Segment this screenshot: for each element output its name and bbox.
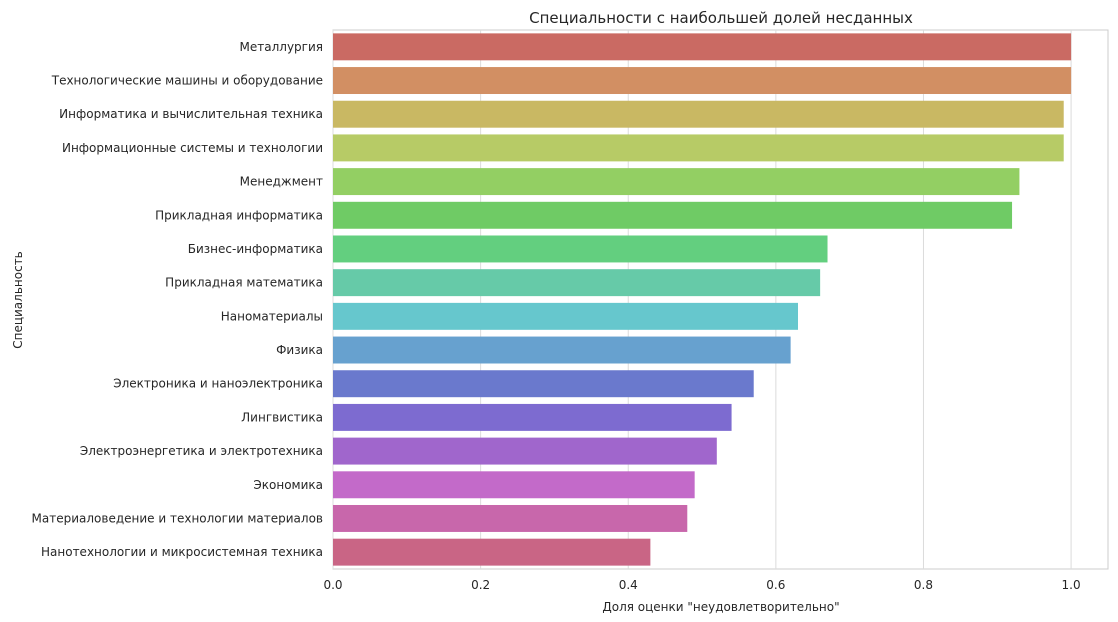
y-category-label: Информатика и вычислительная техника bbox=[59, 107, 323, 121]
x-tick-label: 1.0 bbox=[1062, 578, 1081, 592]
y-category-label: Металлургия bbox=[240, 40, 323, 54]
x-tick-label: 0.6 bbox=[766, 578, 785, 592]
x-tick-label: 0.2 bbox=[471, 578, 490, 592]
bar bbox=[333, 269, 821, 297]
x-tick-labels: 0.0 0.2 0.4 0.6 0.8 1.0 bbox=[323, 578, 1080, 592]
bar bbox=[333, 201, 1013, 229]
y-axis-label: Специальность bbox=[11, 251, 25, 349]
y-category-label: Наноматериалы bbox=[221, 309, 323, 323]
bars bbox=[333, 33, 1072, 566]
bar bbox=[333, 67, 1072, 95]
bar bbox=[333, 370, 754, 398]
bar bbox=[333, 33, 1072, 61]
bar bbox=[333, 336, 791, 364]
y-category-label: Бизнес-информатика bbox=[188, 242, 323, 256]
chart-title: Специальности с наибольшей долей несданн… bbox=[529, 9, 913, 27]
y-category-label: Электроника и наноэлектроника bbox=[113, 377, 323, 391]
bar bbox=[333, 168, 1020, 196]
bar bbox=[333, 403, 732, 431]
bar bbox=[333, 538, 651, 566]
bar bbox=[333, 471, 695, 499]
y-category-label: Технологические машины и оборудование bbox=[51, 74, 323, 88]
y-category-label: Нанотехнологии и микросистемная техника bbox=[41, 545, 323, 559]
x-tick-label: 0.8 bbox=[914, 578, 933, 592]
bar bbox=[333, 437, 717, 465]
y-category-label: Электроэнергетика и электротехника bbox=[80, 444, 323, 458]
y-category-label: Лингвистика bbox=[241, 410, 323, 424]
x-tick-label: 0.4 bbox=[619, 578, 638, 592]
x-tick-label: 0.0 bbox=[323, 578, 342, 592]
y-category-label: Материаловедение и технологии материалов bbox=[32, 511, 323, 525]
y-category-label: Менеджмент bbox=[240, 175, 323, 189]
y-category-label: Информационные системы и технологии bbox=[62, 141, 323, 155]
bar bbox=[333, 134, 1064, 162]
category-labels: Металлургия Технологические машины и обор… bbox=[32, 40, 323, 559]
y-category-label: Прикладная математика bbox=[165, 276, 323, 290]
x-axis-label: Доля оценки "неудовлетворительно" bbox=[602, 600, 839, 614]
y-category-label: Прикладная информатика bbox=[155, 208, 323, 222]
bar bbox=[333, 235, 828, 263]
y-category-label: Физика bbox=[276, 343, 323, 357]
bar bbox=[333, 302, 798, 330]
y-category-label: Экономика bbox=[253, 478, 323, 492]
bar bbox=[333, 100, 1064, 128]
bar bbox=[333, 504, 688, 532]
